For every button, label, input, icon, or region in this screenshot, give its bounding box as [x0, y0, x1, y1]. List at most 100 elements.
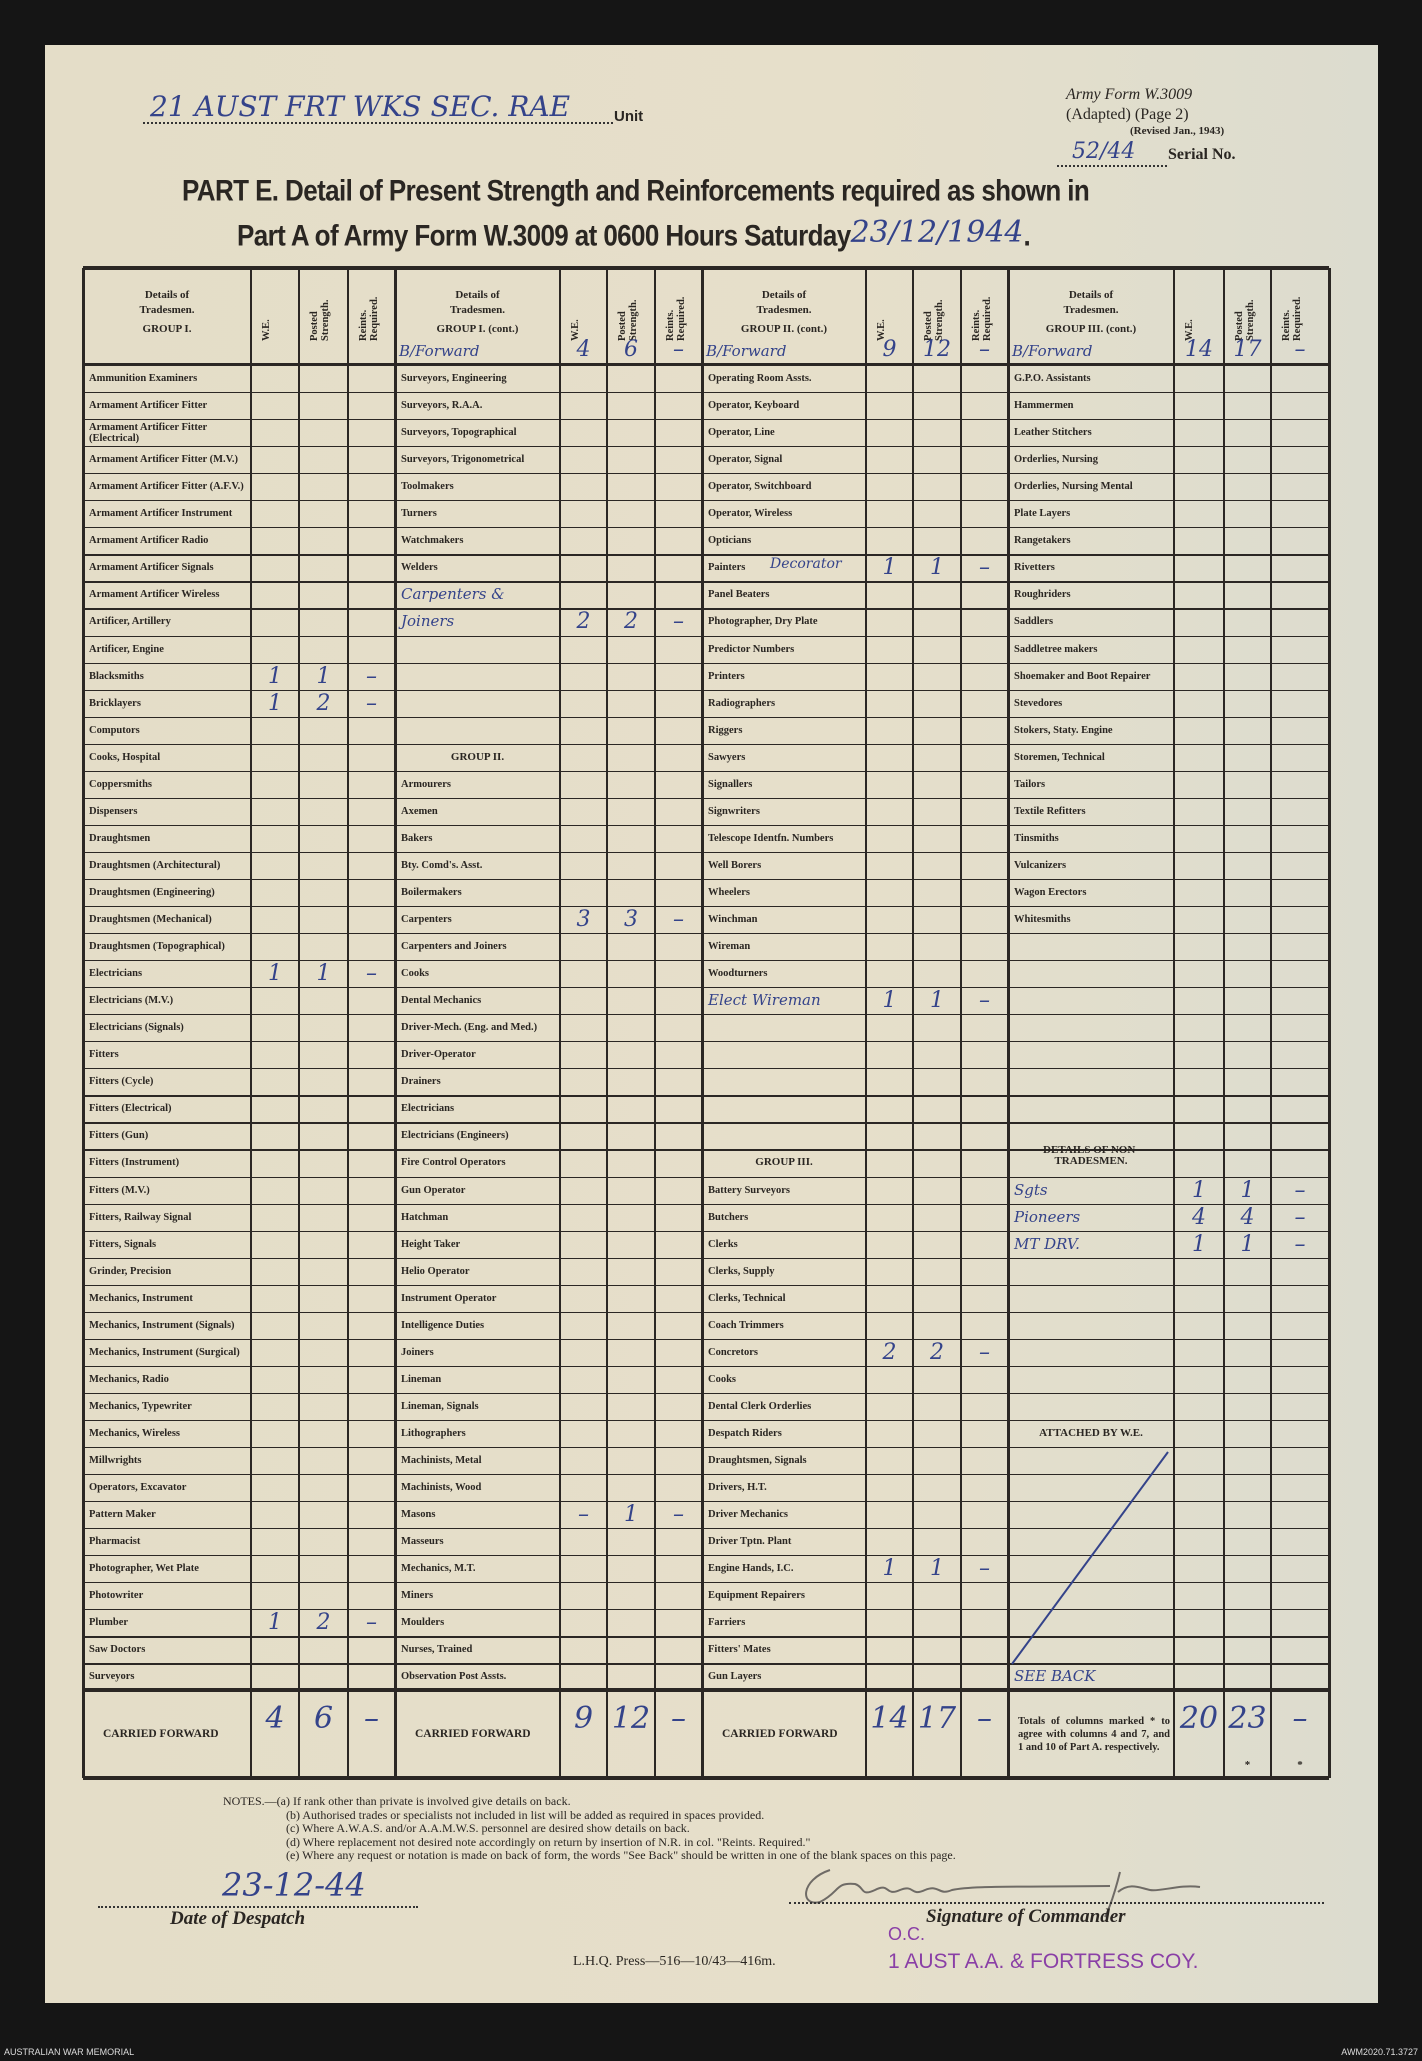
trade-row-label: Surveyors, Engineering [401, 373, 507, 385]
row-rule [83, 419, 1329, 421]
trade-row-label: Gun Operator [401, 1184, 466, 1196]
carried-forward-we: 9 [573, 1701, 594, 1737]
trade-row-we: 1 [268, 690, 282, 716]
trade-row-reinf: – [673, 1502, 684, 1528]
trade-row-label: Pharmacist [89, 1536, 141, 1548]
trade-row-label: Computors [89, 724, 140, 736]
title-end: . [1023, 218, 1031, 253]
trade-row-label: Fitters (Electrical) [89, 1103, 172, 1115]
trade-row-label: Mechanics, Instrument (Signals) [89, 1319, 235, 1331]
trade-row-label: Gun Layers [708, 1671, 762, 1683]
column-rule [912, 268, 914, 1778]
column-rule [559, 268, 561, 1778]
trade-row-label: Drivers, H.T. [708, 1482, 767, 1494]
trade-row-label: MT DRV. [1014, 1234, 1080, 1253]
trade-row-posted: 2 [930, 1339, 944, 1365]
trade-row-label: Driver Mechanics [708, 1509, 788, 1521]
trade-row-label: Equipment Repairers [708, 1590, 805, 1602]
row-rule [83, 824, 1329, 827]
trade-row-label: Armament Artificer Fitter (A.F.V.) [89, 481, 244, 493]
trade-row-label: Operator, Switchboard [708, 481, 812, 493]
trade-row-label: Armament Artificer Radio [89, 535, 209, 547]
trade-row-label: Despatch Riders [708, 1427, 782, 1439]
trade-row-label: Whitesmiths [1014, 914, 1071, 926]
trade-row-label: Opticians [708, 535, 752, 547]
trade-row-label: Dental Mechanics [401, 995, 482, 1007]
trade-row-posted: 1 [624, 1502, 638, 1528]
group-heading: GROUP III. [755, 1156, 813, 1169]
row-rule [83, 987, 1329, 989]
trade-row-label: Sgts [1014, 1180, 1048, 1199]
trade-row-label: Vulcanizers [1014, 859, 1067, 871]
trade-row-posted: 1 [1240, 1177, 1255, 1203]
row-rule [83, 1555, 1329, 1557]
trade-row-label: Shoemaker and Boot Repairer [1014, 670, 1151, 682]
trade-row-note: Decorator [770, 556, 842, 573]
carried-forward-reinf: – [977, 1701, 992, 1737]
column-header-label: GROUP I. [142, 323, 192, 335]
carried-forward-posted: 23 [1228, 1701, 1267, 1737]
unit-value: 21 AUST FRT WKS SEC. RAE [150, 90, 571, 123]
row-rule [83, 662, 1329, 664]
trade-row-label: Clerks [708, 1238, 738, 1250]
trade-row-label: Stokers, Staty. Engine [1014, 724, 1113, 736]
trade-row-label: Lithographers [401, 1427, 466, 1439]
trade-row-label: Fitters, Railway Signal [89, 1211, 192, 1223]
trade-row-label: Armament Artificer Wireless [89, 589, 220, 601]
trade-row-label: Helio Operator [401, 1265, 470, 1277]
trade-row-we: – [578, 1502, 589, 1528]
column-header-label: Tradesmen. [1063, 304, 1119, 316]
trade-row-label: Carpenters [401, 914, 452, 926]
trade-row-label: Nurses, Trained [401, 1644, 473, 1656]
trade-row-label: Instrument Operator [401, 1292, 497, 1304]
archive-id: AWM2020.71.3727 [1341, 2047, 1418, 2057]
trade-row-label: Bty. Comd's. Asst. [401, 859, 483, 871]
row-rule [83, 1122, 1329, 1124]
trade-row-label: Armament Artificer Fitter [89, 400, 208, 412]
trade-row-we: 2 [882, 1339, 897, 1365]
trade-row-label: Fire Control Operators [401, 1157, 506, 1169]
row-rule [83, 1014, 1329, 1016]
trade-row-label: Draughtsmen (Topographical) [89, 941, 225, 953]
serial-value: 52/44 [1072, 139, 1136, 164]
note-e: (e) Where any request or notation is mad… [286, 1848, 956, 1862]
row-rule [83, 933, 1329, 935]
trade-row-label: SEE BACK [1014, 1667, 1096, 1686]
trade-row-we: 1 [268, 663, 282, 689]
row-rule [83, 1528, 1329, 1530]
row-rule [83, 1257, 1329, 1259]
trade-row-label: Hatchman [401, 1211, 449, 1223]
trade-row-label: Cooks, Hospital [89, 751, 161, 763]
trade-row-label: Wireman [708, 941, 751, 953]
stamp-role: O.C. [888, 1924, 926, 1944]
row-rule [83, 500, 1329, 502]
row-rule [83, 1365, 1329, 1368]
trade-row-label: Blacksmiths [89, 670, 144, 682]
trade-row-label: Electricians (Engineers) [401, 1130, 509, 1142]
trade-row-posted: 1 [316, 663, 331, 689]
despatch-date: 23-12-44 [222, 1866, 366, 1904]
trade-row-posted: 1 [316, 961, 331, 987]
row-rule [83, 1284, 1329, 1286]
serial-dotted-line [1057, 165, 1167, 167]
brought-forward-we: 4 [576, 336, 591, 362]
trade-row-label: Bakers [401, 832, 433, 844]
trade-row-label: Orderlies, Nursing [1014, 454, 1098, 466]
column-header-label: GROUP I. (cont.) [436, 323, 519, 335]
trade-row-label: Height Taker [401, 1238, 461, 1250]
trade-row-label: Artificer, Artillery [89, 616, 171, 628]
row-rule [83, 1176, 1329, 1178]
trade-row-label: Pattern Maker [89, 1509, 156, 1521]
trade-row-reinf: – [1294, 1231, 1306, 1257]
notes: NOTES.—(a) If rank other than private is… [223, 1794, 956, 1863]
carried-forward-reinf: – [671, 1701, 686, 1737]
trade-row-we: 3 [576, 907, 591, 933]
trade-row-label: Armourers [401, 778, 451, 790]
trade-row-reinf: – [979, 555, 990, 581]
carried-forward-posted: 6 [313, 1701, 334, 1737]
row-rule [83, 527, 1329, 529]
trade-row-label: Surveyors [89, 1671, 135, 1683]
trade-row-label: Draughtsmen [89, 832, 151, 844]
trade-row-label: Operator, Signal [708, 454, 783, 466]
trade-row-label: Electricians (Signals) [89, 1022, 184, 1034]
